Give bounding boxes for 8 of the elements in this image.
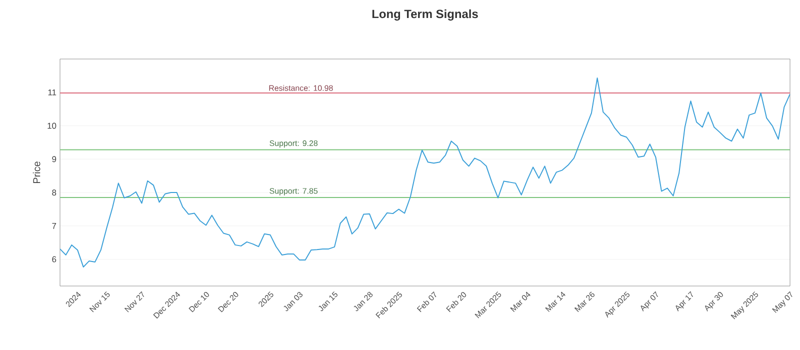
y-tick-label: 8 (52, 190, 56, 196)
y-tick-label: 7 (52, 222, 56, 229)
chart-title: Long Term Signals (372, 9, 478, 21)
y-axis-title: Price (32, 162, 40, 184)
y-tick-label: 11 (48, 89, 56, 96)
y-tick-label: 10 (48, 122, 56, 129)
y-tick-label: 6 (52, 256, 56, 262)
y-tick-label: 9 (52, 156, 56, 162)
